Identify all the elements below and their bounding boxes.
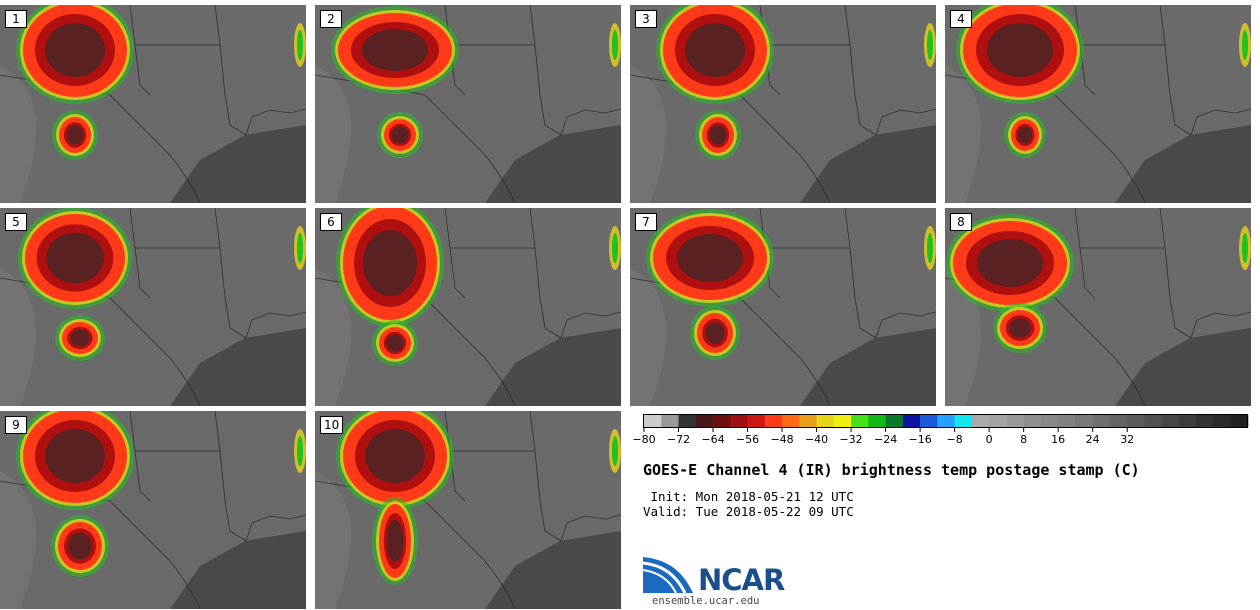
colorbar-swatch [971,415,990,427]
satellite-image [315,5,621,203]
colorbar-swatch [1178,415,1197,427]
panel-4: 4 [945,5,1251,203]
ncar-logo-text: NCAR [698,563,785,597]
colorbar-tick-labels: −80 −72 −64 −56 −48 −40 −32 −24 −16 −8 0… [632,433,1247,447]
colorbar-swatch [920,415,938,427]
init-time: Init: Mon 2018-05-21 12 UTC [643,489,854,504]
panel-label: 4 [950,10,972,28]
colorbar-swatch [678,415,697,427]
tick-label: −72 [666,433,691,446]
colorbar-swatch [1006,415,1024,427]
colorbar-swatch [954,415,973,427]
panel-8: 8 [945,208,1251,406]
colorbar-swatch [937,415,955,427]
panel-9: 9 [0,411,306,609]
tick-label: 16 [1051,433,1066,446]
tick-label: 0 [985,433,993,446]
colorbar-swatch [799,415,817,427]
satellite-image [630,5,936,203]
satellite-image [945,5,1251,203]
colorbar-swatch [713,415,731,427]
colorbar-swatch [1230,415,1249,427]
satellite-image [945,208,1251,406]
tick-label: −64 [701,433,725,446]
colorbar-swatch [1058,415,1076,427]
site-url: ensemble.ucar.edu [652,595,760,607]
ncar-logo-icon [643,557,693,594]
colorbar-swatch [1040,415,1059,427]
satellite-image [315,411,621,609]
colorbar-swatch [902,415,921,427]
colorbar-swatch [1075,415,1093,427]
tick-label: −40 [804,433,829,446]
panel-3: 3 [630,5,936,203]
satellite-image [0,5,306,203]
valid-time: Valid: Tue 2018-05-22 09 UTC [643,504,854,519]
panel-label: 10 [320,416,344,434]
tick-label: −24 [873,433,898,446]
tick-label: −32 [839,433,863,446]
colorbar-swatch [747,415,766,427]
satellite-image [630,208,936,406]
colorbar-swatch [661,415,679,427]
colorbar-swatch [1144,415,1163,427]
colorbar-swatch [816,415,835,427]
colorbar-swatch [1196,415,1214,427]
colorbar-swatch [782,415,800,427]
satellite-image [0,411,306,609]
colorbar-swatch [1213,415,1232,427]
colorbar-swatch [851,415,869,427]
figure-title: GOES-E Channel 4 (IR) brightness temp po… [643,461,1140,479]
tick-label: −16 [908,433,932,446]
panel-label: 7 [635,213,657,231]
colorbar [643,414,1249,432]
colorbar-swatch [1109,415,1128,427]
panel-1: 1 [0,5,306,203]
colorbar-swatch [989,415,1007,427]
panel-label: 2 [320,10,342,28]
panel-5: 5 [0,208,306,406]
tick-label: −8 [946,433,963,446]
satellite-image [0,208,306,406]
tick-label: 8 [1020,433,1028,446]
panel-2: 2 [315,5,621,203]
colorbar-swatch [1161,415,1180,427]
panel-label: 8 [950,213,972,231]
tick-label: 32 [1120,433,1135,446]
colorbar-swatch [1092,415,1111,427]
tick-label: 24 [1085,433,1100,446]
colorbar-swatch [730,415,748,427]
panel-6: 6 [315,208,621,406]
colorbar-swatch [1023,415,1042,427]
colorbar-swatch [764,415,783,427]
colorbar-swatch [644,415,662,427]
satellite-image [315,208,621,406]
panel-label: 9 [5,416,27,434]
tick-label: −80 [632,433,656,446]
colorbar-swatch [1127,415,1145,427]
panel-7: 7 [630,208,936,406]
colorbar-swatch [695,415,714,427]
panel-label: 3 [635,10,657,28]
colorbar-swatch [885,415,904,427]
panel-label: 1 [5,10,27,28]
colorbar-swatch [833,415,852,427]
panel-label: 6 [320,213,342,231]
panel-10: 10 [315,411,621,609]
colorbar-swatch [868,415,886,427]
panel-label: 5 [5,213,27,231]
tick-label: −48 [770,433,794,446]
tick-label: −56 [735,433,760,446]
